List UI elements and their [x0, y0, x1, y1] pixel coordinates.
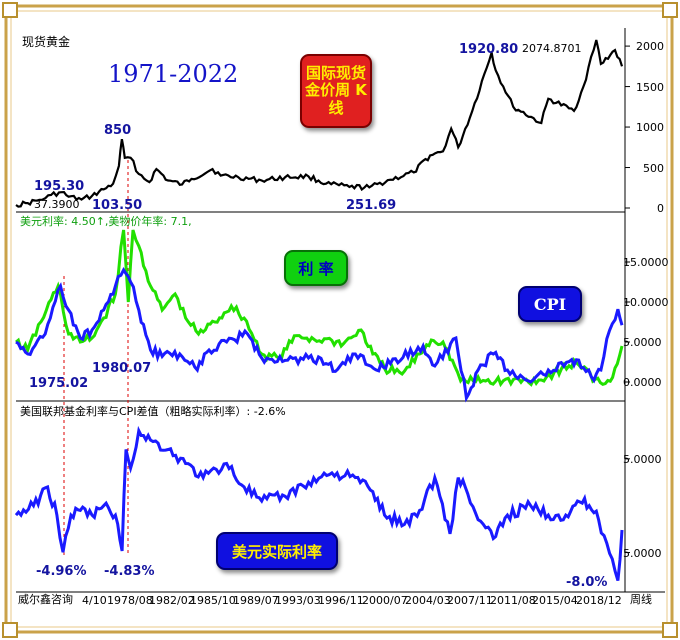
real-rate-badge: 美元实际利率	[216, 532, 338, 570]
rate-y-ticks	[625, 261, 630, 383]
y-tick-label: 5.0000	[623, 336, 662, 349]
rates-legend: 美元利率: 4.50↑,美物价年率: 7.1,	[20, 215, 192, 228]
gold-peak-1980: 850	[104, 123, 132, 138]
x-tick-label: 1996/11	[318, 594, 364, 607]
gold-title-badge: 国际现货金价周 K线	[300, 54, 372, 128]
inner-frame	[10, 10, 668, 628]
real-low-2022: -8.0%	[566, 575, 608, 590]
gold-y-ticks	[625, 45, 630, 209]
y-tick-label: 0.0000	[623, 376, 662, 389]
gold-peak-2020: 2074.8701	[522, 42, 582, 55]
x-tick-label: 2004/03	[405, 594, 451, 607]
x-tick-label: 2011/08	[490, 594, 536, 607]
real-rate-title: 美国联邦基金利率与CPI差值（粗略实际利率）: -2.6%	[20, 405, 286, 418]
cpi-line	[15, 267, 624, 403]
y-tick-label: 1500	[636, 80, 664, 94]
y-tick-label: 15.0000	[623, 256, 669, 269]
x-tick-label: 1985/10	[190, 594, 236, 607]
date-label-1980: 1980.07	[92, 361, 152, 376]
real-y-ticks	[625, 458, 630, 554]
cpi-badge: CPI	[518, 286, 582, 322]
y-tick-label: 1000	[636, 121, 664, 135]
x-tick-label: 2000/07	[362, 594, 408, 607]
y-tick-label: 500	[643, 161, 664, 175]
x-tick-label: 2007/11	[447, 594, 493, 607]
real-rate-line	[14, 425, 624, 582]
rate-badge: 利 率	[284, 250, 348, 286]
x-tick-label: 2018/12	[576, 594, 622, 607]
gold-low-1970s: 37.3900	[34, 198, 80, 211]
x-tick-label: 1989/07	[233, 594, 279, 607]
cycle-label: 周线	[630, 593, 652, 606]
x-tick-label: 1982/02	[149, 594, 195, 607]
real-low-1980: -4.83%	[104, 564, 155, 579]
x-tick-label: 4/10	[82, 594, 107, 607]
gold-price-line	[15, 39, 624, 208]
real-low-1975: -4.96%	[36, 564, 87, 579]
instrument-label: 现货黄金	[22, 35, 71, 49]
watermark-label: 威尔鑫咨询	[18, 593, 73, 606]
y-tick-label: 2000	[636, 40, 664, 54]
y-tick-label: 5.0000	[623, 452, 662, 466]
period-label: 1971-2022	[108, 60, 239, 88]
gold-low-1976: 103.50	[92, 198, 143, 213]
gold-low-1999: 251.69	[346, 198, 397, 213]
gold-peak-1975: 195.30	[34, 179, 85, 194]
y-tick-label: 5.0000	[623, 546, 662, 560]
y-tick-label: 10.0000	[623, 296, 669, 309]
x-tick-label: 1978/08	[107, 594, 153, 607]
date-label-1975: 1975.02	[29, 376, 89, 391]
y-tick-label: 0	[657, 202, 664, 215]
x-tick-label: 1993/03	[275, 594, 321, 607]
gold-peak-2011: 1920.80	[459, 42, 519, 57]
x-tick-label: 2015/04	[532, 594, 578, 607]
